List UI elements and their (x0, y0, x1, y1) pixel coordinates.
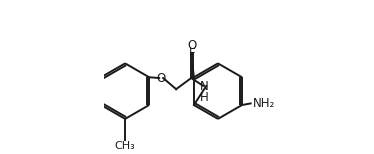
Text: CH₃: CH₃ (115, 141, 135, 151)
Text: F: F (189, 47, 196, 60)
Text: N: N (200, 80, 209, 93)
Text: O: O (187, 39, 197, 52)
Text: H: H (200, 91, 209, 104)
Text: NH₂: NH₂ (253, 97, 275, 110)
Text: O: O (156, 72, 166, 85)
